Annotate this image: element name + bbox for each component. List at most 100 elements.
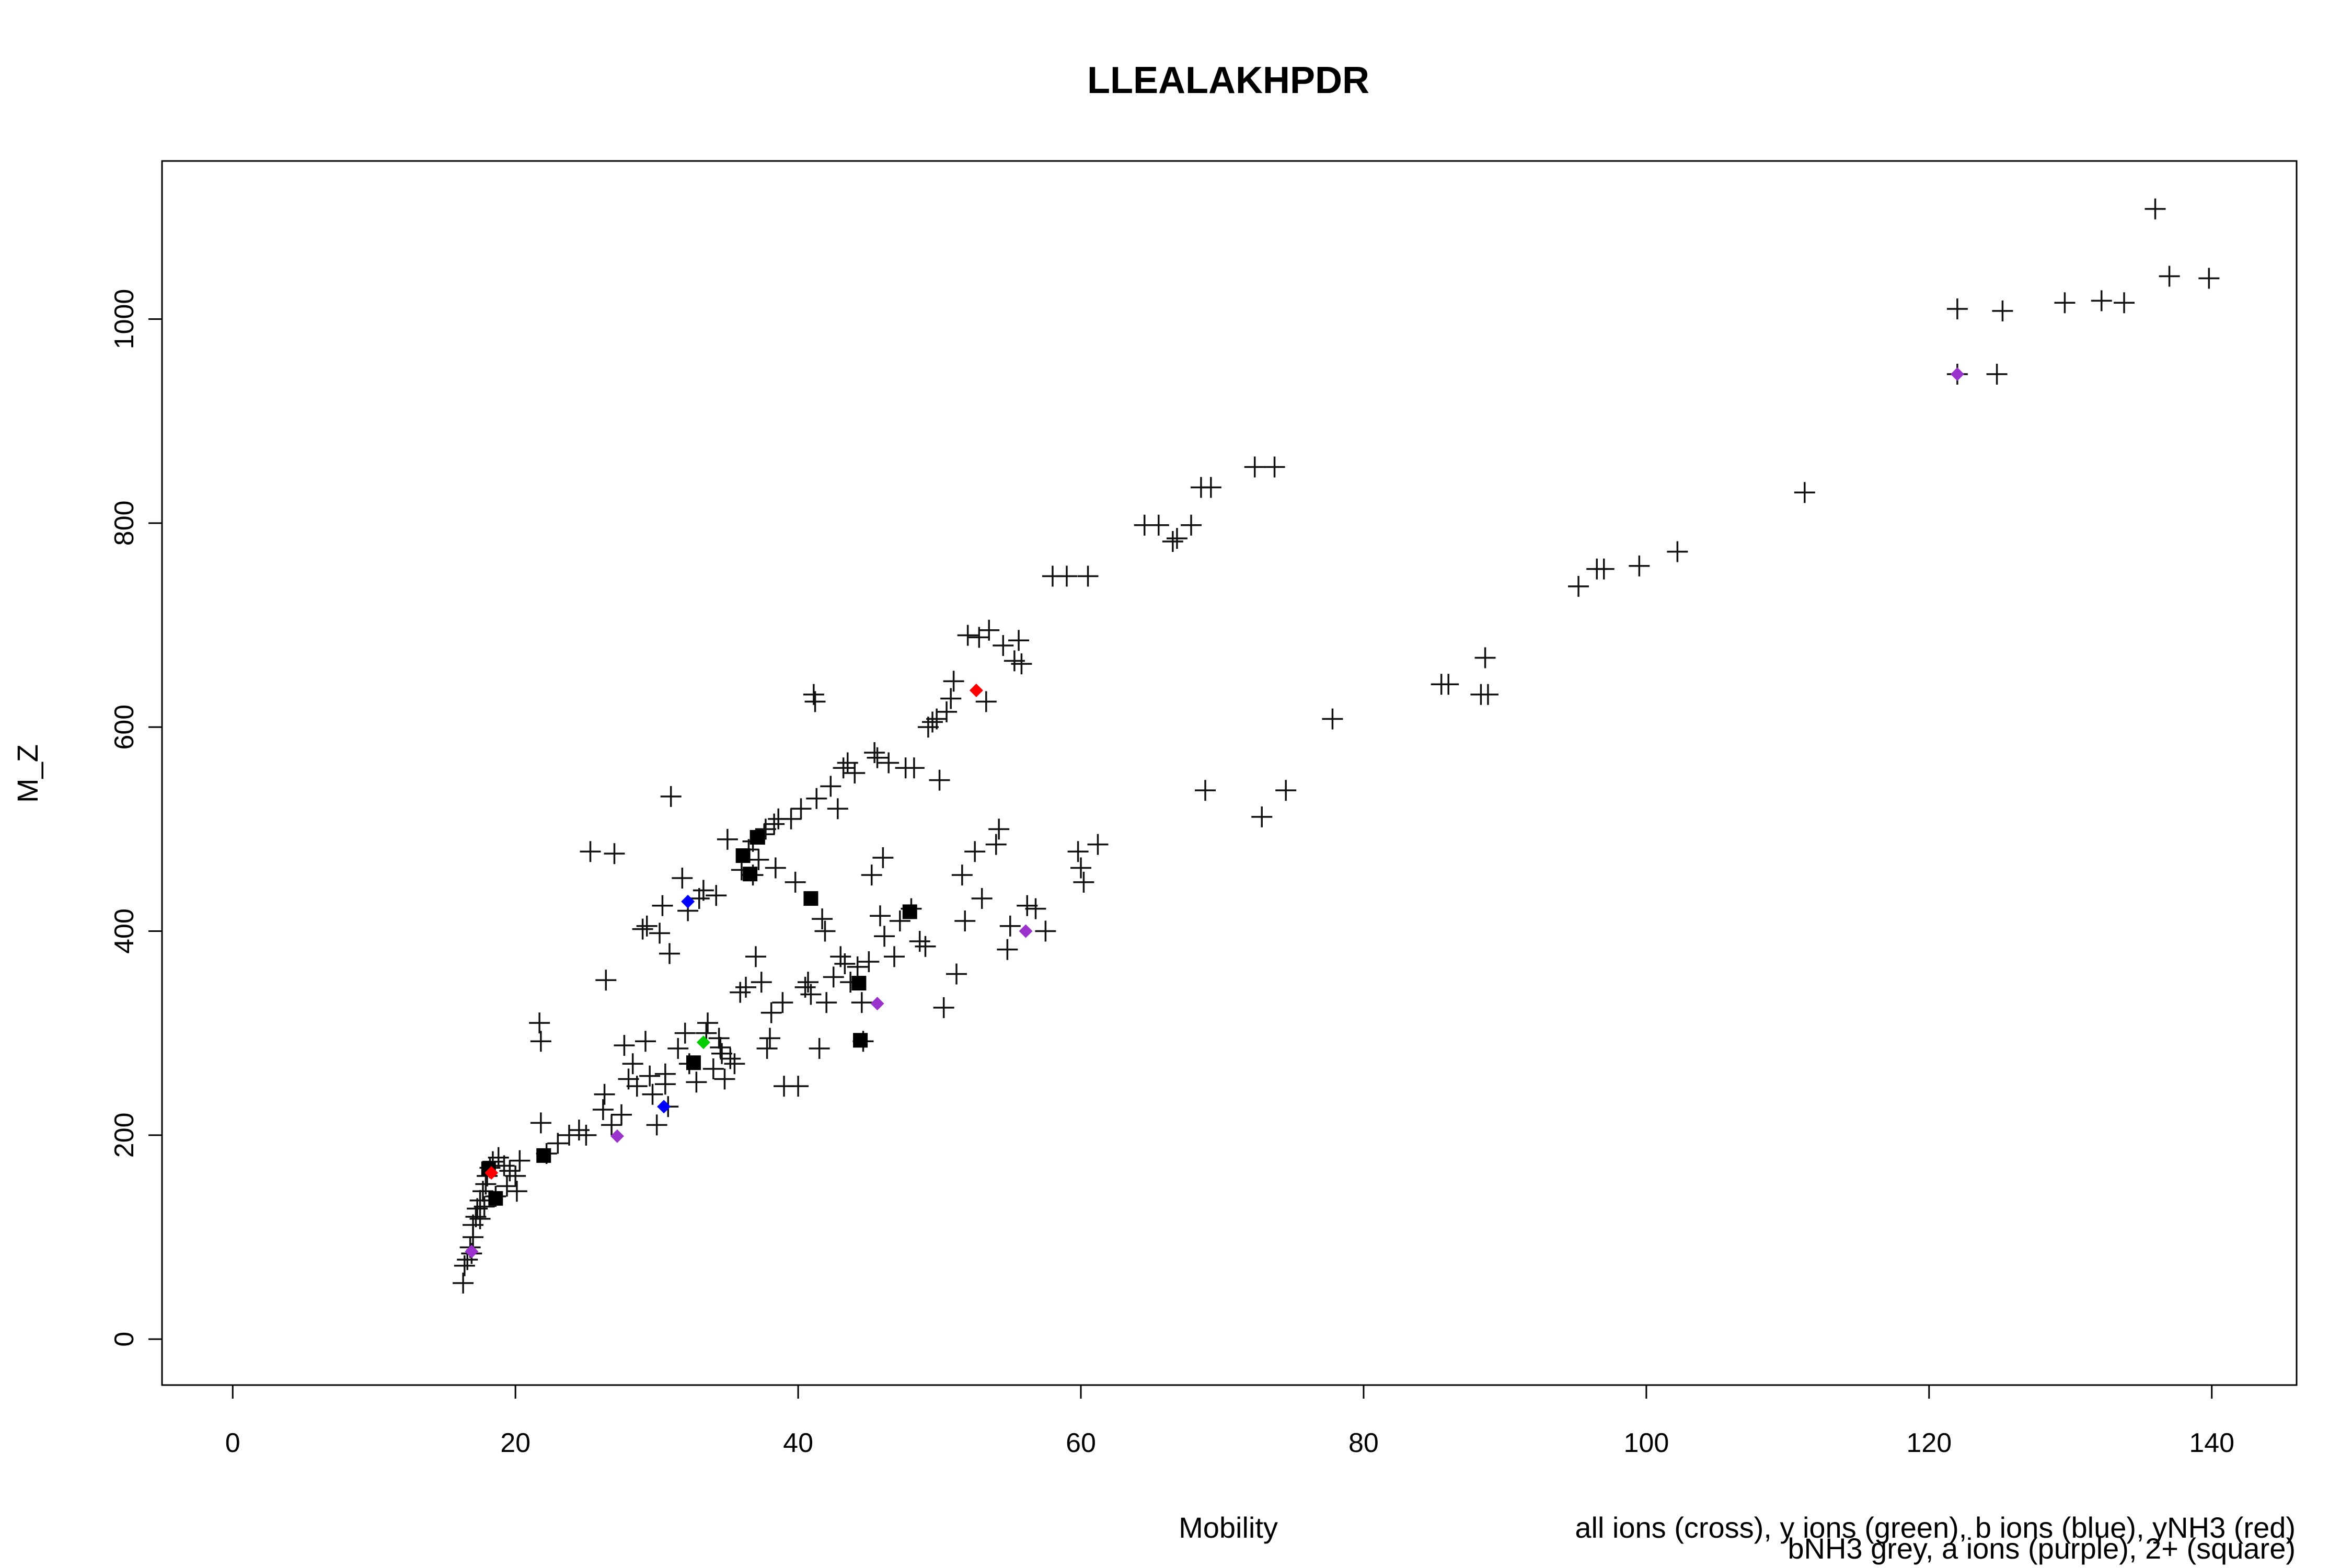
cross-point — [686, 1071, 707, 1093]
cross-point — [2198, 268, 2220, 289]
cross-point — [851, 992, 872, 1013]
square-point — [750, 829, 765, 845]
cross-point — [453, 1272, 474, 1294]
cross-point — [1166, 528, 1187, 549]
cross-point — [493, 1155, 515, 1177]
cross-point — [1017, 895, 1038, 916]
cross-point — [833, 757, 854, 779]
x-tick-label: 40 — [783, 1428, 813, 1458]
cross-point — [674, 1022, 696, 1044]
cross-point — [1035, 920, 1056, 942]
y-tick-label: 400 — [109, 908, 140, 954]
cross-point — [506, 1181, 527, 1202]
cross-point — [867, 747, 888, 768]
cross-point — [1568, 575, 1589, 597]
cross-point — [636, 915, 658, 937]
cross-point — [580, 841, 601, 862]
cross-point — [499, 1160, 521, 1182]
cross-point — [509, 1150, 531, 1171]
cross-point — [772, 992, 793, 1013]
cross-point — [1264, 456, 1285, 478]
cross-point — [785, 871, 806, 893]
cross-point — [708, 1028, 730, 1049]
x-axis-label: Mobility — [1179, 1511, 1278, 1544]
cross-point — [730, 982, 751, 1003]
cross-point — [688, 888, 710, 909]
cross-point — [622, 1053, 643, 1075]
cross-point — [957, 625, 978, 646]
diamond-point — [696, 1035, 710, 1050]
cross-point — [812, 908, 833, 930]
cross-point — [710, 1036, 731, 1058]
cross-point — [1180, 514, 1202, 536]
cross-point — [780, 808, 802, 829]
cross-point — [804, 691, 826, 712]
cross-point — [946, 963, 967, 985]
cross-point — [874, 926, 895, 947]
cross-point — [788, 1076, 809, 1097]
cross-point — [903, 757, 925, 779]
cross-point — [592, 1099, 614, 1121]
cross-point — [1195, 780, 1216, 801]
cross-point — [929, 769, 950, 791]
cross-point — [1794, 482, 1815, 503]
cross-point — [2159, 266, 2180, 287]
cross-point — [1056, 566, 1077, 587]
cross-point — [790, 798, 812, 820]
cross-point — [488, 1147, 509, 1168]
cross-point — [654, 1074, 676, 1095]
cross-point — [858, 951, 880, 973]
cross-point — [1073, 871, 1094, 893]
cross-point — [474, 1196, 495, 1217]
cross-point — [971, 888, 993, 909]
cross-point — [706, 885, 727, 906]
cross-point — [999, 915, 1021, 937]
cross-point — [475, 1173, 497, 1195]
cross-point — [748, 849, 769, 870]
cross-point — [611, 1104, 632, 1125]
square-point — [743, 867, 758, 882]
cross-point — [711, 1043, 733, 1064]
cross-point — [1244, 456, 1265, 478]
cross-point — [809, 1037, 830, 1059]
cross-point — [614, 1035, 635, 1056]
cross-point — [642, 1083, 663, 1105]
cross-point — [975, 691, 997, 712]
x-tick-label: 80 — [1348, 1428, 1379, 1458]
cross-point — [765, 857, 786, 879]
cross-point — [652, 895, 673, 916]
cross-point — [820, 776, 841, 797]
cross-point — [717, 828, 738, 850]
cross-point — [720, 1048, 741, 1069]
x-tick-label: 100 — [1623, 1428, 1669, 1458]
diamond-point — [485, 1166, 499, 1180]
cross-point — [646, 1114, 667, 1136]
cross-point — [936, 701, 958, 722]
cross-point — [724, 1053, 745, 1075]
y-tick-label: 0 — [109, 1332, 140, 1347]
square-point — [686, 1055, 701, 1070]
cross-point — [869, 905, 891, 927]
cross-point — [861, 864, 882, 886]
cross-point — [632, 918, 653, 940]
x-tick-label: 140 — [2189, 1428, 2234, 1458]
cross-point — [800, 984, 822, 1005]
cross-point — [978, 619, 1000, 641]
diamond-point — [657, 1100, 671, 1114]
cross-point — [814, 920, 836, 942]
diamond-point — [1019, 924, 1033, 938]
cross-point — [745, 946, 766, 967]
x-tick-label: 60 — [1066, 1428, 1096, 1458]
cross-point — [1438, 674, 1459, 695]
cross-point — [693, 880, 714, 901]
diamond-point — [465, 1244, 479, 1259]
diamond-point — [969, 683, 983, 697]
cross-point — [844, 763, 866, 783]
cross-point — [917, 717, 939, 738]
cross-point — [1200, 477, 1221, 498]
cross-point — [1077, 566, 1099, 587]
cross-point — [496, 1175, 517, 1197]
cross-point — [759, 1028, 780, 1049]
cross-point — [834, 953, 856, 974]
